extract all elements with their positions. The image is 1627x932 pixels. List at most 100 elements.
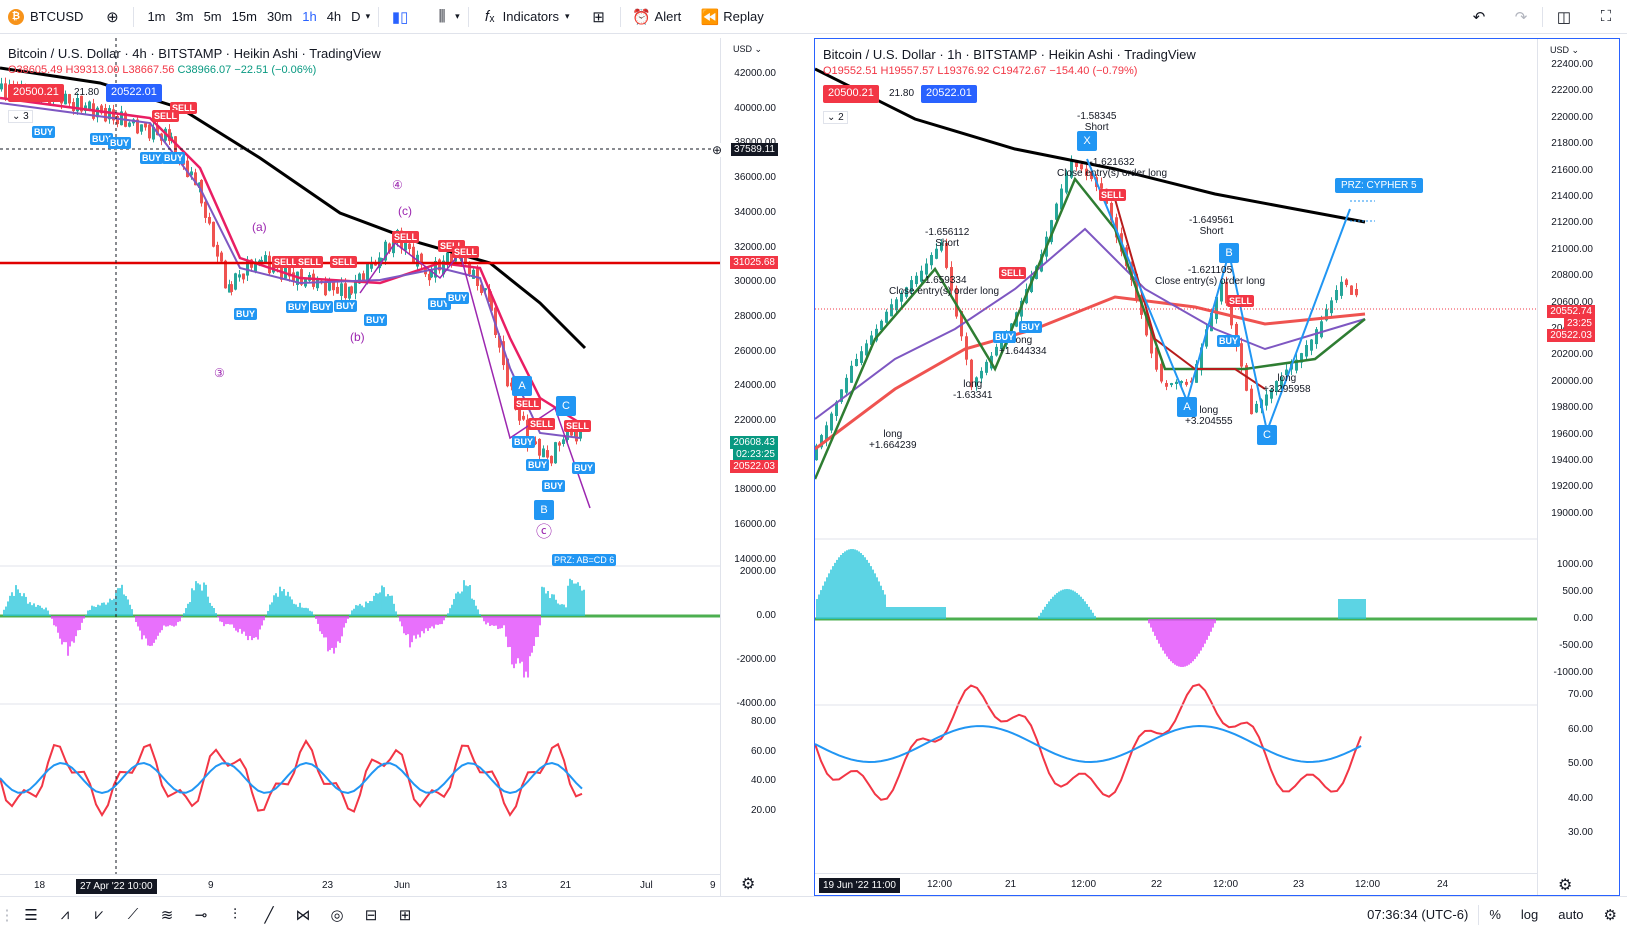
abcd-pattern-icon: ⩘: [60, 906, 70, 923]
horizontal-lines-tool[interactable]: ☰: [14, 900, 48, 930]
candle-body: [96, 107, 99, 118]
candle-body: [1130, 262, 1133, 281]
candle-body: [518, 404, 521, 421]
bid-price-button[interactable]: 20500.21: [8, 84, 64, 102]
oscillator-label: 40.00: [1567, 792, 1593, 804]
templates-button[interactable]: ⊞: [578, 0, 620, 34]
interval-4h[interactable]: 4h: [326, 9, 342, 24]
add-alert-plus-icon[interactable]: ⊕: [712, 143, 723, 157]
layout-button[interactable]: ◫: [1543, 0, 1585, 34]
line-tool[interactable]: ╱: [252, 900, 286, 930]
wave-label: ④: [392, 178, 403, 192]
fib-icon: ⫶: [233, 906, 237, 923]
interval-1m[interactable]: 1m: [147, 9, 166, 24]
candle-body: [116, 116, 119, 125]
bar-style-button[interactable]: ⫼ ▾: [421, 0, 468, 34]
oscillator-label: 60.00: [1567, 723, 1593, 735]
price-label: 28000.00: [734, 310, 776, 322]
chart-type-button[interactable]: ▮▯: [379, 0, 421, 34]
horizontal-ray-tool[interactable]: ⊸: [184, 900, 218, 930]
log-toggle[interactable]: log: [1520, 907, 1539, 922]
chart-settings-button[interactable]: ⚙: [1558, 875, 1572, 895]
left-chart-pane[interactable]: Bitcoin / U.S. Dollar · 4h · BITSTAMP · …: [0, 38, 780, 896]
interval-D[interactable]: D: [351, 9, 361, 24]
interval-3m[interactable]: 3m: [175, 9, 194, 24]
candle-body: [246, 259, 249, 276]
undo-button[interactable]: ↶: [1458, 0, 1500, 34]
measure-tool[interactable]: ⊞: [388, 900, 422, 930]
trade-annotation: long -1.63341: [953, 379, 992, 401]
alert-button[interactable]: ⏰ Alert: [621, 0, 690, 34]
percent-toggle[interactable]: %: [1489, 907, 1501, 922]
wave-label: ③: [214, 366, 225, 380]
channel-tool[interactable]: ≋: [150, 900, 184, 930]
candle-body: [1255, 403, 1258, 413]
redo-button[interactable]: ↷: [1500, 0, 1542, 34]
candle-body: [186, 160, 189, 178]
drag-handle[interactable]: ⋮: [0, 906, 15, 924]
candle-body: [920, 270, 923, 282]
position-tool[interactable]: ⊟: [354, 900, 388, 930]
left-chart-title: Bitcoin / U.S. Dollar · 4h · BITSTAMP · …: [8, 46, 381, 61]
indicator-count-toggle[interactable]: ⌄ 2: [823, 111, 848, 124]
interval-30m[interactable]: 30m: [266, 9, 293, 24]
crosshair-price-tag: 37589.11: [731, 143, 778, 156]
interval-15m[interactable]: 15m: [231, 9, 257, 24]
close-value: C19472.67: [992, 65, 1047, 77]
sell-signal: SELL: [514, 398, 542, 410]
currency-dropdown[interactable]: USD ⌄: [1550, 45, 1579, 56]
ask-price-button[interactable]: 20522.01: [106, 84, 162, 102]
candle-body: [955, 288, 958, 317]
chart-settings-button[interactable]: ⚙: [1594, 906, 1627, 924]
toolbar-divider: [619, 6, 621, 27]
right-chart-title: Bitcoin / U.S. Dollar · 1h · BITSTAMP · …: [823, 47, 1196, 62]
price-label: 24000.00: [734, 380, 776, 392]
left-price-axis[interactable]: USD ⌄ 42000.00 40000.00 38000.00 36000.00 34…: [720, 38, 780, 896]
price-label: 19600.00: [1551, 428, 1593, 440]
candle-body: [895, 299, 898, 311]
chart-settings-button[interactable]: ⚙: [741, 874, 755, 894]
bid-price-button[interactable]: 20500.21: [823, 85, 879, 103]
oscillator-label: -4000.00: [736, 698, 776, 709]
candle-body: [925, 263, 928, 275]
trade-annotation: long +3.204555: [1185, 405, 1233, 427]
candle-body: [1070, 161, 1073, 178]
candle-body: [885, 311, 888, 323]
cycle-tool[interactable]: ◎: [320, 900, 354, 930]
candle-body: [358, 273, 361, 284]
sell-signal: SELL: [999, 267, 1027, 279]
ask-price-button[interactable]: 20522.01: [921, 85, 977, 103]
right-price-axis[interactable]: USD ⌄ 22400.00 22200.00 22000.00 21800.00 21…: [1537, 39, 1597, 895]
compare-symbol-button[interactable]: ⊕: [91, 0, 133, 34]
xabcd-tool[interactable]: ⋈: [286, 900, 320, 930]
elliott-wave-tool[interactable]: ⩗: [82, 900, 116, 930]
chevron-down-icon[interactable]: ▾: [365, 11, 371, 21]
candle-body: [100, 105, 103, 114]
left-time-axis[interactable]: [0, 874, 720, 896]
interval-1h[interactable]: 1h: [302, 9, 317, 24]
trend-line-tool[interactable]: ⟋: [116, 900, 150, 930]
candle-body: [1000, 338, 1003, 350]
right-time-axis[interactable]: [815, 873, 1559, 895]
candle-body: [446, 252, 449, 264]
right-chart-canvas[interactable]: [815, 39, 1559, 875]
candle-body: [420, 253, 423, 265]
fib-tool[interactable]: ⫶: [218, 900, 252, 930]
auto-toggle[interactable]: auto: [1558, 907, 1584, 922]
currency-dropdown[interactable]: USD ⌄: [733, 44, 762, 55]
left-chart-canvas[interactable]: [0, 38, 720, 874]
candle-body: [174, 136, 177, 160]
pattern-abcd-tool[interactable]: ⩘: [48, 900, 82, 930]
replay-button[interactable]: ⏪ Replay: [689, 0, 771, 34]
interval-5m[interactable]: 5m: [203, 9, 222, 24]
symbol-search-button[interactable]: ₿ BTCUSD: [0, 0, 91, 34]
clock-display[interactable]: 07:36:34 (UTC-6): [1367, 907, 1469, 922]
trade-annotation: -1.659334 Close entry(s) order long: [889, 275, 999, 297]
indicators-button[interactable]: 𝑓ₓ Indicators ▾: [469, 0, 578, 34]
fullscreen-button[interactable]: ⛶: [1585, 0, 1627, 34]
indicator-count-toggle[interactable]: ⌄ 3: [8, 110, 33, 123]
candle-body: [1250, 388, 1253, 415]
candle-body: [220, 252, 223, 262]
level-price-tag: 31025.68: [730, 256, 778, 269]
right-chart-pane[interactable]: Bitcoin / U.S. Dollar · 1h · BITSTAMP · …: [814, 38, 1620, 896]
